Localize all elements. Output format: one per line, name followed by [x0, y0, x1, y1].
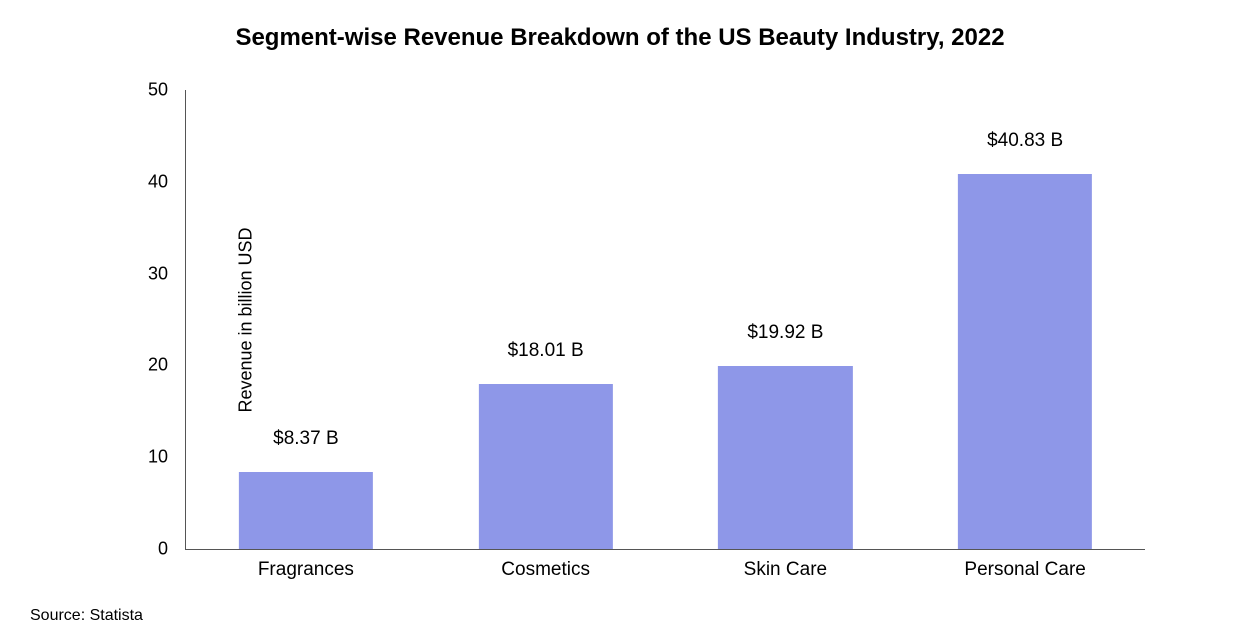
- y-tick-40: 40: [148, 171, 186, 192]
- bar-cosmetics: [479, 384, 613, 549]
- plot-area: Revenue in billion USD 0 10 20 30 40 50 …: [185, 90, 1145, 550]
- y-tick-0: 0: [158, 539, 186, 560]
- bar-label-personal-care: $40.83 B: [987, 130, 1063, 152]
- bar-fragrances: [239, 472, 373, 549]
- x-category-cosmetics: Cosmetics: [501, 549, 590, 581]
- y-axis-label: Revenue in billion USD: [236, 227, 257, 412]
- y-tick-50: 50: [148, 80, 186, 101]
- y-tick-20: 20: [148, 355, 186, 376]
- y-tick-10: 10: [148, 447, 186, 468]
- chart-container: Segment-wise Revenue Breakdown of the US…: [0, 0, 1240, 641]
- source-attribution: Source: Statista: [30, 607, 143, 625]
- y-tick-30: 30: [148, 263, 186, 284]
- x-category-personal-care: Personal Care: [964, 549, 1085, 581]
- chart-title: Segment-wise Revenue Breakdown of the US…: [0, 24, 1240, 52]
- bar-label-skin-care: $19.92 B: [747, 322, 823, 344]
- bar-label-cosmetics: $18.01 B: [508, 340, 584, 362]
- bar-skin-care: [718, 366, 852, 549]
- x-category-fragrances: Fragrances: [258, 549, 354, 581]
- bar-label-fragrances: $8.37 B: [273, 428, 339, 450]
- x-category-skin-care: Skin Care: [744, 549, 827, 581]
- bar-personal-care: [958, 174, 1092, 549]
